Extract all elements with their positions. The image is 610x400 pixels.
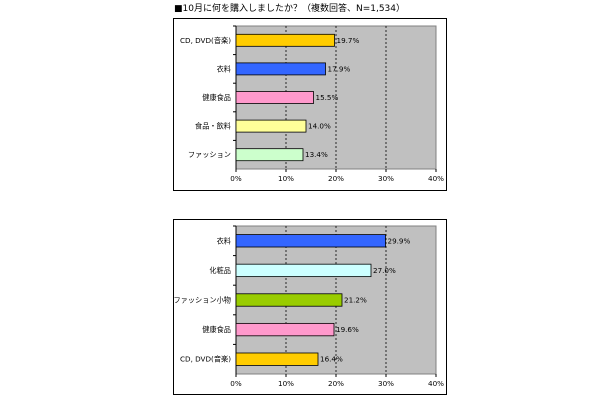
x-tick-label-2-0: 0%	[230, 379, 242, 388]
value-label-1-1: 17.9%	[328, 64, 351, 73]
chart-1-frame: CD, DVD(音楽) 19.7% 衣料 17.9% 健康食品 15.5% 食品・飲料 14.…	[173, 18, 447, 191]
value-label-2-1: 27.0%	[373, 266, 396, 275]
category-label-1-0: CD, DVD(音楽)	[180, 36, 231, 45]
page-title: ■10月に何を購入しましたか？（複数回答、N=1,534）	[174, 4, 405, 14]
value-label-2-3: 19.6%	[336, 325, 359, 334]
bar-2-4	[235, 352, 319, 366]
bar-2-0	[235, 234, 386, 248]
bar-2-2	[235, 293, 343, 307]
value-label-2-0: 29.9%	[388, 236, 411, 245]
bar-1-2	[235, 91, 314, 104]
chart-2-frame: 衣料 29.9% 化粧品 27.0% ファッション小物 21.2% 健康食品 19.6% CD,…	[173, 219, 447, 395]
category-label-1-4: ファッション	[188, 150, 231, 159]
x-tick-label-1-4: 40%	[428, 174, 444, 183]
value-label-2-4: 16.4%	[320, 355, 343, 364]
x-tick-label-1-3: 30%	[378, 174, 394, 183]
value-label-1-2: 15.5%	[316, 93, 339, 102]
category-label-2-1: 化粧品	[209, 266, 231, 275]
value-label-1-0: 19.7%	[337, 36, 360, 45]
chart-2: 衣料 29.9% 化粧品 27.0% ファッション小物 21.2% 健康食品 19.6% CD,…	[174, 225, 444, 388]
bar-1-3	[235, 119, 307, 133]
category-label-2-0: 衣料	[217, 236, 231, 245]
chart-1: CD, DVD(音楽) 19.7% 衣料 17.9% 健康食品 15.5% 食品・飲料 14.…	[180, 25, 444, 183]
x-tick-label-1-0: 0%	[230, 174, 242, 183]
bar-1-4	[235, 148, 304, 162]
bar-2-3	[235, 322, 335, 337]
x-tick-label-2-3: 30%	[378, 379, 394, 388]
x-tick-label-2-2: 20%	[328, 379, 344, 388]
bar-1-0	[235, 33, 335, 47]
x-tick-label-2-1: 10%	[278, 379, 294, 388]
x-tick-label-2-4: 40%	[428, 379, 444, 388]
value-label-1-4: 13.4%	[305, 150, 328, 159]
bar-1-1	[235, 62, 326, 76]
category-label-1-1: 衣料	[217, 64, 231, 73]
category-label-2-4: CD, DVD(音楽)	[180, 355, 231, 364]
category-label-2-2: ファッション小物	[174, 296, 231, 305]
category-label-1-3: 食品・飲料	[195, 122, 231, 131]
category-label-2-3: 健康食品	[202, 325, 231, 334]
x-tick-label-1-1: 10%	[278, 174, 294, 183]
value-label-2-2: 21.2%	[344, 296, 367, 305]
x-tick-label-1-2: 20%	[328, 174, 344, 183]
category-label-1-2: 健康食品	[202, 93, 231, 102]
value-label-1-3: 14.0%	[308, 122, 331, 131]
bar-2-1	[235, 263, 372, 278]
